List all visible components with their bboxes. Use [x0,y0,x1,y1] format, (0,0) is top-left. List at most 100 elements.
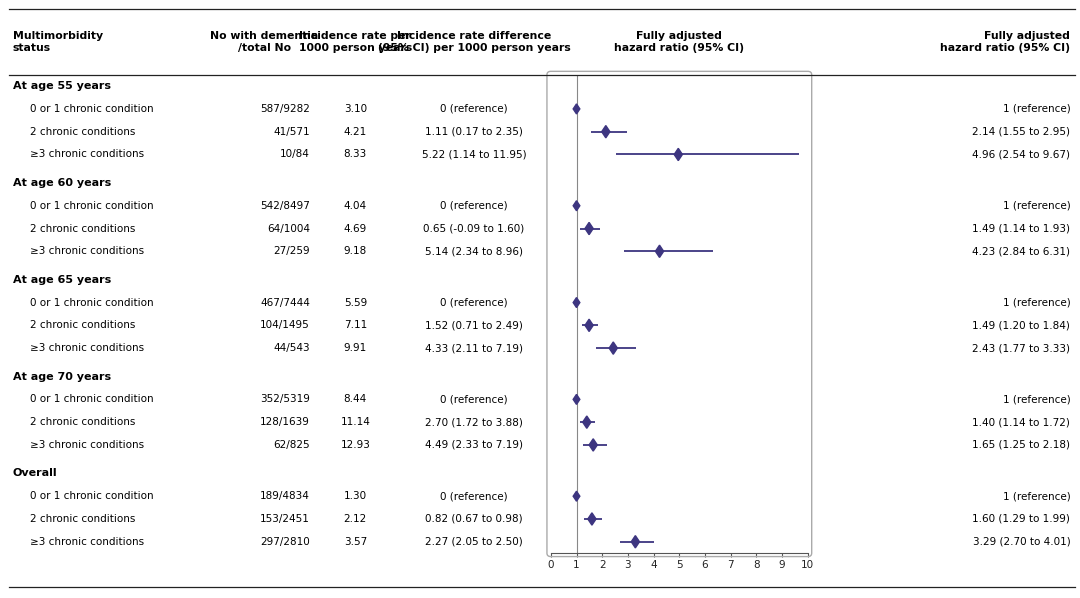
Text: 4.21: 4.21 [343,127,367,137]
Text: 5.14 (2.34 to 8.96): 5.14 (2.34 to 8.96) [426,246,523,257]
Text: 3.29 (2.70 to 4.01): 3.29 (2.70 to 4.01) [972,537,1070,547]
Text: 2 chronic conditions: 2 chronic conditions [30,127,136,137]
Polygon shape [602,126,610,138]
Text: Incidence rate difference
(95% CI) per 1000 person years: Incidence rate difference (95% CI) per 1… [378,31,570,53]
Text: 0.82 (0.67 to 0.98): 0.82 (0.67 to 0.98) [426,514,523,524]
Polygon shape [656,245,663,258]
Text: 27/259: 27/259 [273,246,310,257]
Text: 0 (reference): 0 (reference) [441,201,508,210]
Polygon shape [585,222,593,234]
Text: 1 (reference): 1 (reference) [1002,298,1070,307]
Text: 9.91: 9.91 [343,343,367,353]
Text: 153/2451: 153/2451 [260,514,310,524]
Text: 2.14 (1.55 to 2.95): 2.14 (1.55 to 2.95) [972,127,1070,137]
Text: 0 (reference): 0 (reference) [441,394,508,404]
Text: Multimorbidity
status: Multimorbidity status [13,31,103,53]
Text: 1.49 (1.20 to 1.84): 1.49 (1.20 to 1.84) [972,321,1070,330]
Text: 8.44: 8.44 [343,394,367,404]
Text: 1.11 (0.17 to 2.35): 1.11 (0.17 to 2.35) [426,127,523,137]
Polygon shape [573,201,580,210]
Polygon shape [631,536,639,548]
Text: 5.59: 5.59 [343,298,367,307]
Text: 297/2810: 297/2810 [260,537,310,547]
Text: 3.10: 3.10 [343,104,367,114]
Text: 11.14: 11.14 [340,417,370,427]
Text: 352/5319: 352/5319 [260,394,310,404]
Text: 2.12: 2.12 [343,514,367,524]
Text: 64/1004: 64/1004 [267,224,310,234]
Text: 128/1639: 128/1639 [260,417,310,427]
Polygon shape [573,104,580,114]
Text: 4.96 (2.54 to 9.67): 4.96 (2.54 to 9.67) [972,150,1070,160]
Polygon shape [585,319,593,331]
Text: Overall: Overall [13,468,57,478]
Text: 10/84: 10/84 [280,150,310,160]
Polygon shape [573,491,580,501]
Text: 1.52 (0.71 to 2.49): 1.52 (0.71 to 2.49) [426,321,523,330]
Text: ≥3 chronic conditions: ≥3 chronic conditions [30,537,145,547]
Polygon shape [583,416,591,428]
Text: 41/571: 41/571 [273,127,310,137]
Text: 587/9282: 587/9282 [260,104,310,114]
Text: 12.93: 12.93 [340,440,370,450]
Text: 2 chronic conditions: 2 chronic conditions [30,514,136,524]
Text: 0 or 1 chronic condition: 0 or 1 chronic condition [30,298,153,307]
Text: 8.33: 8.33 [343,150,367,160]
Text: 4.33 (2.11 to 7.19): 4.33 (2.11 to 7.19) [426,343,523,353]
Polygon shape [573,394,580,404]
Text: 1 (reference): 1 (reference) [1002,201,1070,210]
Polygon shape [573,298,580,307]
Text: 0 (reference): 0 (reference) [441,491,508,501]
Text: 4.23 (2.84 to 6.31): 4.23 (2.84 to 6.31) [972,246,1070,257]
Text: 1.30: 1.30 [343,491,367,501]
Text: ≥3 chronic conditions: ≥3 chronic conditions [30,343,145,353]
Text: Incidence rate per
1000 person years: Incidence rate per 1000 person years [299,31,411,53]
Text: 0 or 1 chronic condition: 0 or 1 chronic condition [30,201,153,210]
Polygon shape [674,148,683,161]
Text: 4.49 (2.33 to 7.19): 4.49 (2.33 to 7.19) [426,440,523,450]
Text: 189/4834: 189/4834 [260,491,310,501]
Text: 0 or 1 chronic condition: 0 or 1 chronic condition [30,491,153,501]
Text: 1 (reference): 1 (reference) [1002,104,1070,114]
Text: 0 (reference): 0 (reference) [441,298,508,307]
Text: 2 chronic conditions: 2 chronic conditions [30,224,136,234]
Text: 2.27 (2.05 to 2.50): 2.27 (2.05 to 2.50) [426,537,523,547]
Text: 0 or 1 chronic condition: 0 or 1 chronic condition [30,394,153,404]
Text: 542/8497: 542/8497 [260,201,310,210]
Text: 1 (reference): 1 (reference) [1002,394,1070,404]
Text: At age 70 years: At age 70 years [13,371,111,382]
Text: At age 55 years: At age 55 years [13,81,111,91]
Text: 1.60 (1.29 to 1.99): 1.60 (1.29 to 1.99) [972,514,1070,524]
Text: 467/7444: 467/7444 [260,298,310,307]
Text: 3.57: 3.57 [343,537,367,547]
Text: 5.22 (1.14 to 11.95): 5.22 (1.14 to 11.95) [422,150,526,160]
Text: 4.04: 4.04 [343,201,367,210]
Text: 1.40 (1.14 to 1.72): 1.40 (1.14 to 1.72) [972,417,1070,427]
Polygon shape [589,439,597,451]
Text: Fully adjusted
hazard ratio (95% CI): Fully adjusted hazard ratio (95% CI) [941,31,1070,53]
Text: 62/825: 62/825 [273,440,310,450]
Text: ≥3 chronic conditions: ≥3 chronic conditions [30,150,145,160]
Text: 1.49 (1.14 to 1.93): 1.49 (1.14 to 1.93) [972,224,1070,234]
Text: 0 or 1 chronic condition: 0 or 1 chronic condition [30,104,153,114]
Text: At age 60 years: At age 60 years [13,178,111,188]
Text: 44/543: 44/543 [273,343,310,353]
Text: No with dementia
/total No: No with dementia /total No [211,31,319,53]
Polygon shape [588,513,596,525]
Text: 2 chronic conditions: 2 chronic conditions [30,417,136,427]
Text: 2.70 (1.72 to 3.88): 2.70 (1.72 to 3.88) [426,417,523,427]
Text: Fully adjusted
hazard ratio (95% CI): Fully adjusted hazard ratio (95% CI) [615,31,744,53]
Text: 2.43 (1.77 to 3.33): 2.43 (1.77 to 3.33) [972,343,1070,353]
Polygon shape [609,342,618,354]
Text: At age 65 years: At age 65 years [13,274,111,285]
Text: 1.65 (1.25 to 2.18): 1.65 (1.25 to 2.18) [972,440,1070,450]
Text: 9.18: 9.18 [343,246,367,257]
Text: 0 (reference): 0 (reference) [441,104,508,114]
Text: 1 (reference): 1 (reference) [1002,491,1070,501]
Text: 0.65 (-0.09 to 1.60): 0.65 (-0.09 to 1.60) [423,224,525,234]
Text: ≥3 chronic conditions: ≥3 chronic conditions [30,246,145,257]
Text: 104/1495: 104/1495 [260,321,310,330]
Text: 7.11: 7.11 [343,321,367,330]
Text: 4.69: 4.69 [343,224,367,234]
Text: 2 chronic conditions: 2 chronic conditions [30,321,136,330]
